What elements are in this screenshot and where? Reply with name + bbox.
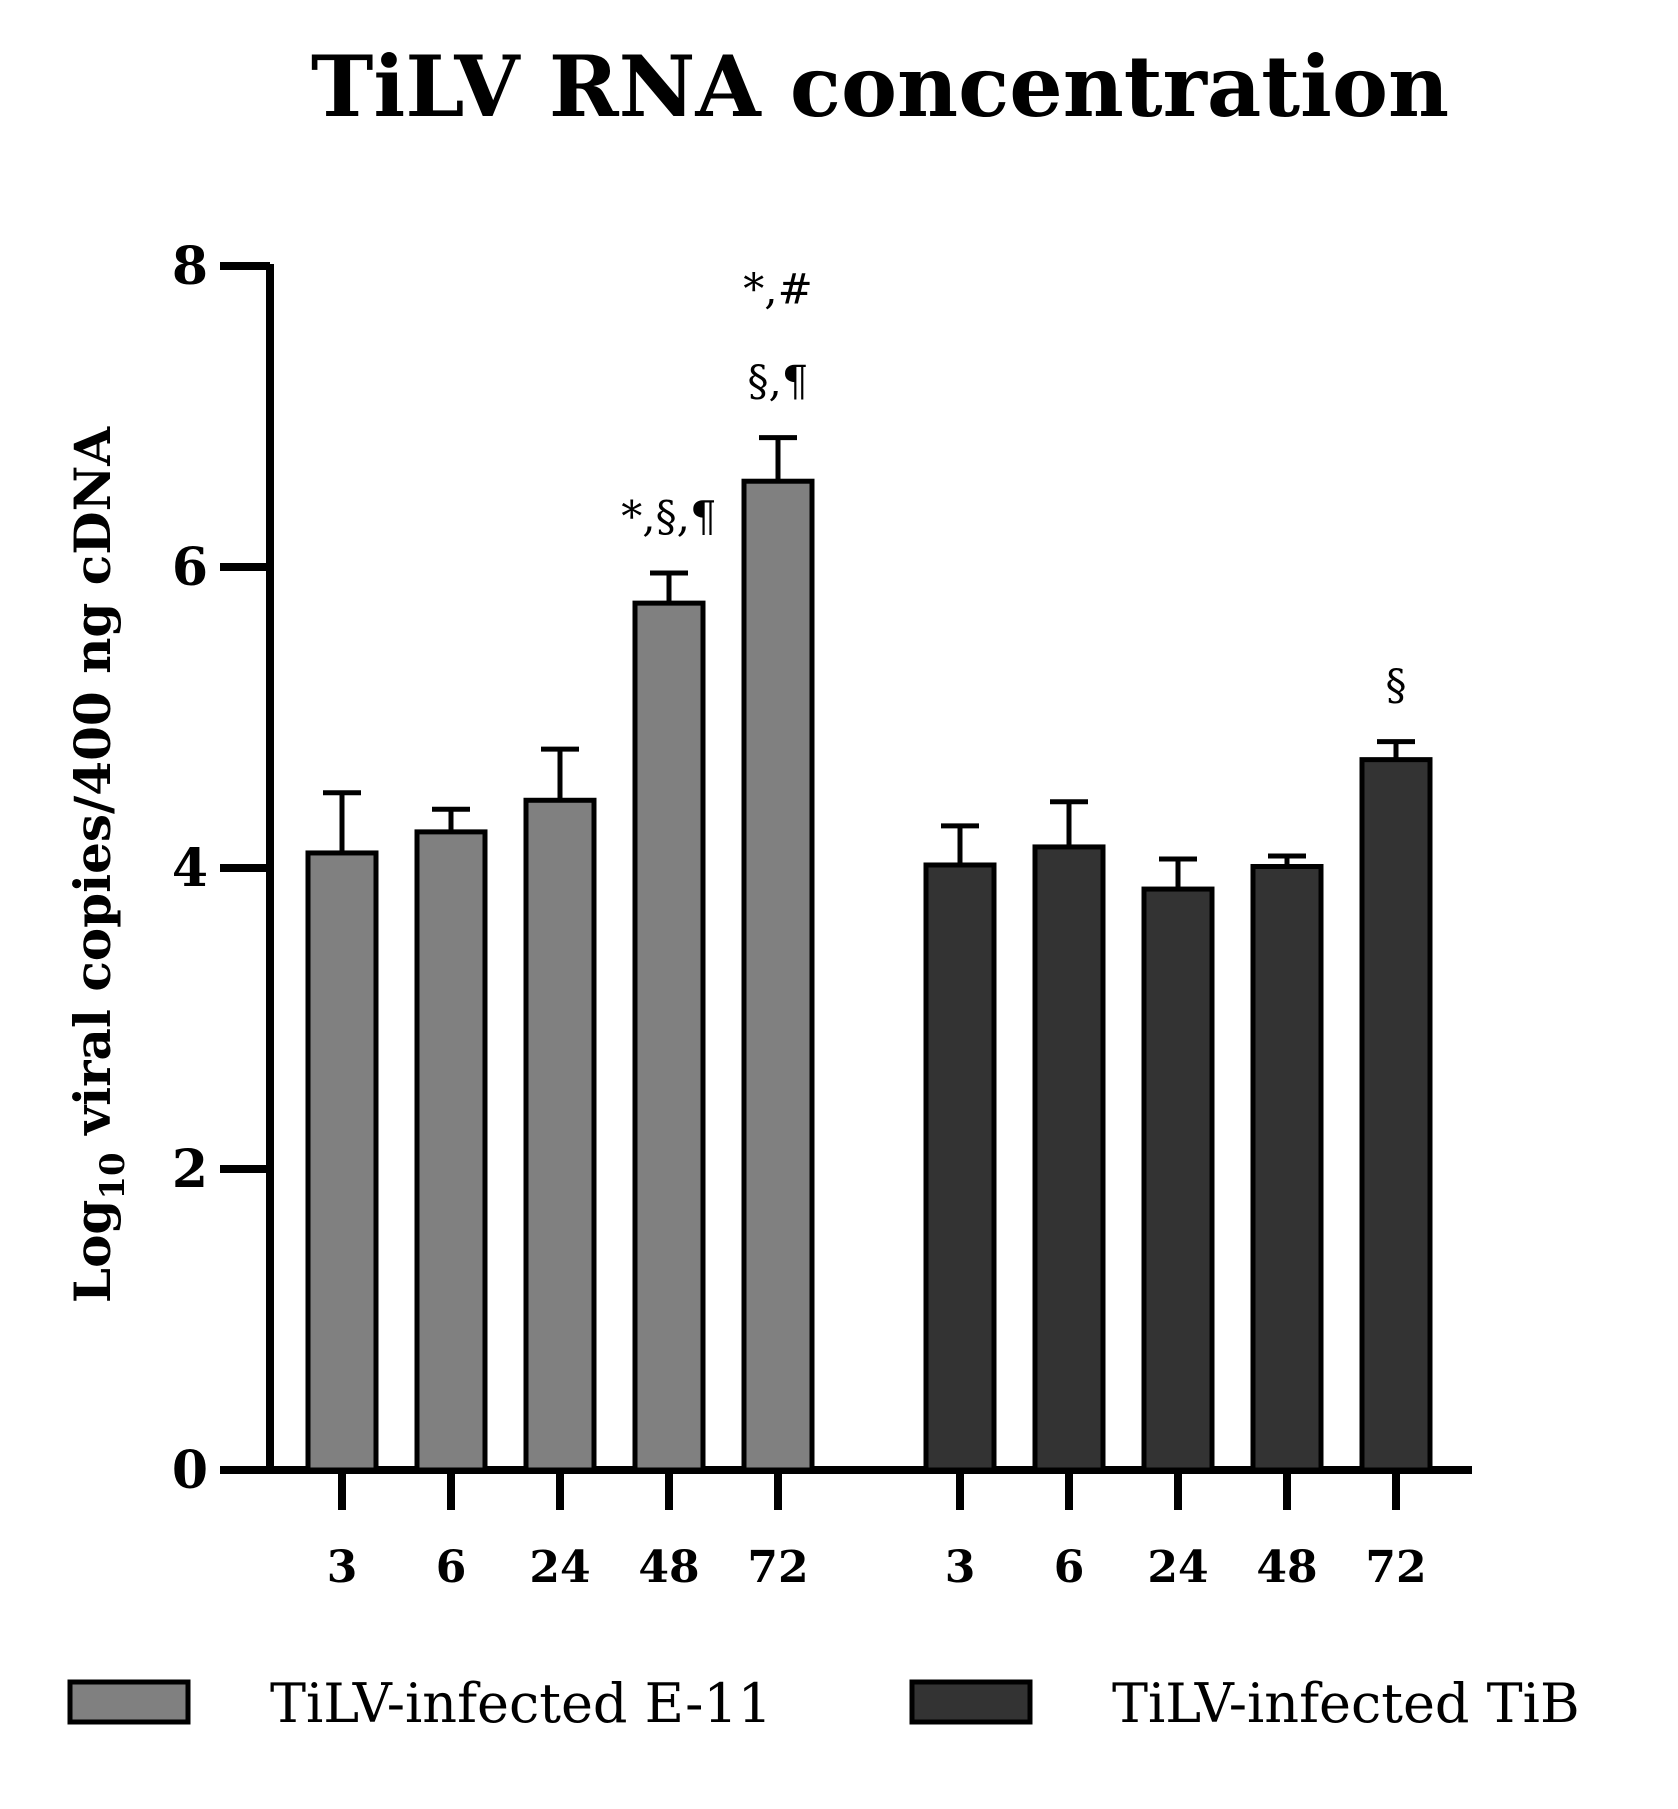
bar [1359, 757, 1433, 1473]
legend-label: TiLV-infected TiB [1112, 1672, 1580, 1735]
y-axis-label: Log10 viral copies/400 ng cDNA [63, 426, 133, 1303]
legend: TiLV-infected E-11 TiLV-infected TiB [67, 1672, 1580, 1735]
y-axis-label-rest: viral copies/400 ng cDNA [63, 426, 122, 1153]
x-tick-label: 72 [747, 1542, 808, 1593]
x-tick-label: 24 [1147, 1542, 1208, 1593]
bar [305, 850, 379, 1473]
bar [741, 478, 815, 1473]
legend-label: TiLV-infected E-11 [270, 1672, 772, 1735]
chart-title: TiLV RNA concentration [311, 37, 1449, 136]
bar [523, 797, 597, 1473]
bar [1250, 863, 1324, 1473]
legend-swatch [67, 1679, 191, 1725]
y-axis-label-subscript: 10 [93, 1152, 133, 1199]
y-tick-label: 8 [172, 236, 208, 297]
x-tick-label: 48 [1256, 1542, 1317, 1593]
bar [923, 862, 997, 1473]
significance-annotation: § [1386, 661, 1407, 710]
y-tick-label: 4 [172, 838, 208, 899]
bar [632, 600, 706, 1473]
y-tick-label: 2 [172, 1139, 208, 1200]
x-tick-label: 24 [529, 1542, 590, 1593]
y-tick-label: 0 [172, 1440, 208, 1501]
x-tick-label: 3 [945, 1542, 976, 1593]
significance-annotation: *,§,¶ [621, 492, 716, 541]
y-tick-label: 6 [172, 537, 208, 598]
bar [1032, 844, 1106, 1473]
x-tick-label: 48 [638, 1542, 699, 1593]
x-tick-label: 6 [1054, 1542, 1085, 1593]
x-tick-label: 3 [327, 1542, 358, 1593]
y-axis-label-base: Log [63, 1200, 122, 1303]
x-tick-label: 72 [1365, 1542, 1426, 1593]
significance-annotation: *,# §,¶ [743, 265, 813, 406]
bar [1141, 886, 1215, 1473]
x-tick-label: 6 [436, 1542, 467, 1593]
legend-swatch [909, 1679, 1033, 1725]
bar [414, 829, 488, 1473]
